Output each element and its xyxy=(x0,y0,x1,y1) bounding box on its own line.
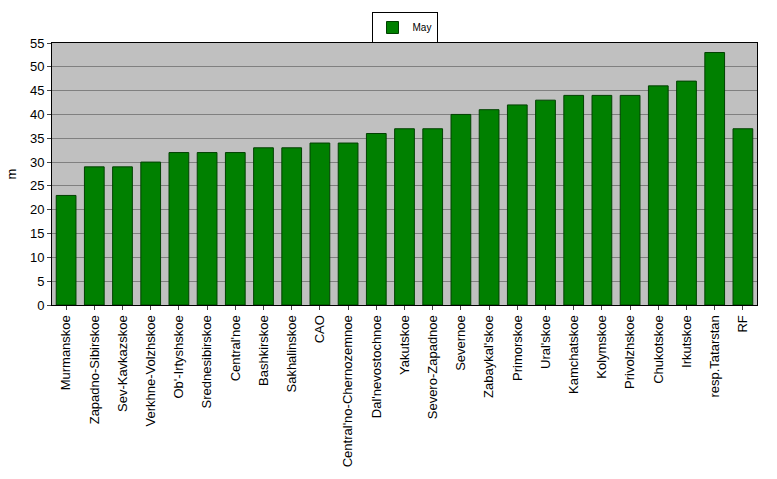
svg-text:50: 50 xyxy=(30,59,44,74)
svg-text:Primorskoe: Primorskoe xyxy=(510,315,525,381)
svg-text:Zapadno-Sibirskoe: Zapadno-Sibirskoe xyxy=(87,315,102,424)
svg-text:0: 0 xyxy=(37,298,44,313)
svg-text:55: 55 xyxy=(30,36,44,51)
svg-text:Ob'-Irtyshskoe: Ob'-Irtyshskoe xyxy=(171,315,186,398)
svg-text:Severo-Zapadnoe: Severo-Zapadnoe xyxy=(425,315,440,419)
svg-text:Yakutskoe: Yakutskoe xyxy=(397,315,412,375)
svg-text:Sev-Kavkazskoe: Sev-Kavkazskoe xyxy=(115,315,130,412)
svg-text:Chukotskoe: Chukotskoe xyxy=(651,315,666,384)
svg-text:45: 45 xyxy=(30,83,44,98)
svg-text:Kamchatskoe: Kamchatskoe xyxy=(566,315,581,394)
svg-text:Central'noe: Central'noe xyxy=(228,315,243,381)
svg-text:15: 15 xyxy=(30,226,44,241)
svg-text:5: 5 xyxy=(37,274,44,289)
svg-text:RF: RF xyxy=(735,315,750,332)
svg-text:30: 30 xyxy=(30,155,44,170)
svg-text:35: 35 xyxy=(30,131,44,146)
svg-text:CAO: CAO xyxy=(312,315,327,343)
svg-text:May: May xyxy=(413,22,432,33)
svg-text:Verkhne-Volzhskoe: Verkhne-Volzhskoe xyxy=(143,315,158,426)
svg-text:Central'no-Chernozemnoe: Central'no-Chernozemnoe xyxy=(340,315,355,467)
svg-text:25: 25 xyxy=(30,178,44,193)
svg-text:Dal'nevostochnoe: Dal'nevostochnoe xyxy=(369,315,384,418)
svg-text:Irkutskoe: Irkutskoe xyxy=(679,315,694,368)
svg-text:Bashkirskoe: Bashkirskoe xyxy=(256,315,271,386)
svg-text:Severnoe: Severnoe xyxy=(453,315,468,371)
svg-text:Privolzhskoe: Privolzhskoe xyxy=(622,315,637,389)
svg-text:Srednesibirskoe: Srednesibirskoe xyxy=(199,315,214,408)
svg-text:10: 10 xyxy=(30,250,44,265)
svg-text:m: m xyxy=(4,169,19,180)
svg-text:Sakhalinskoe: Sakhalinskoe xyxy=(284,315,299,392)
svg-text:Ural'skoe: Ural'skoe xyxy=(538,315,553,369)
svg-text:40: 40 xyxy=(30,107,44,122)
svg-text:resp.Tatarstan: resp.Tatarstan xyxy=(707,315,722,397)
svg-text:Zabaykal'skoe: Zabaykal'skoe xyxy=(481,315,496,398)
svg-text:20: 20 xyxy=(30,202,44,217)
svg-text:Kolymskoe: Kolymskoe xyxy=(594,315,609,379)
svg-text:Murmanskoe: Murmanskoe xyxy=(58,315,73,390)
